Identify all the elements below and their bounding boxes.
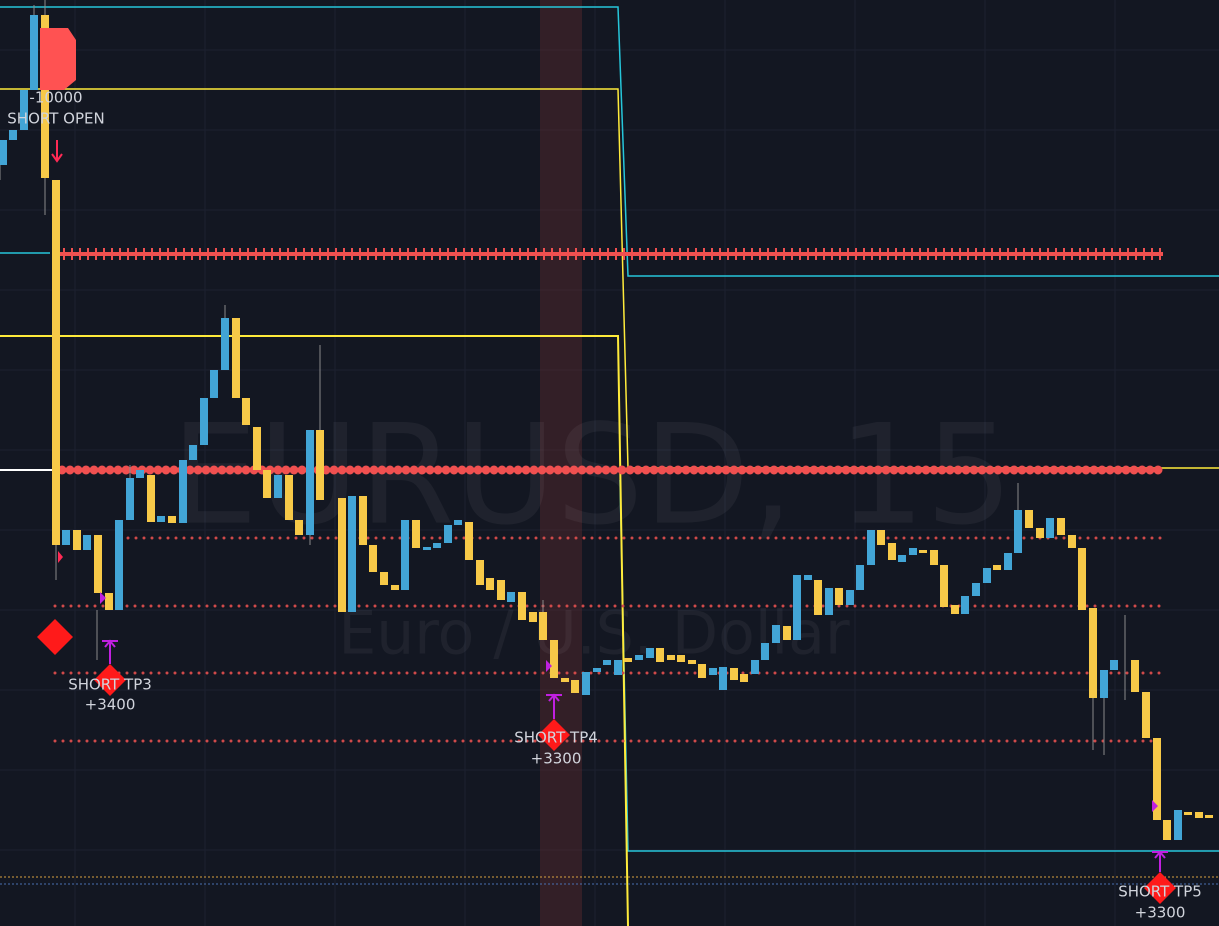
- yellow-band-lower: [0, 335, 629, 926]
- session-highlight: [540, 0, 582, 926]
- tp4-amount: +3300: [531, 750, 582, 768]
- tp-arrows: [102, 639, 1168, 872]
- marker-triangle: [58, 551, 63, 563]
- short-arrow: [51, 140, 63, 163]
- short-open-flag: [40, 28, 76, 90]
- cyan-band-upper: [0, 6, 1219, 277]
- tp5-amount: +3300: [1135, 904, 1186, 922]
- open-amount: -10000: [29, 89, 82, 107]
- tp5-label: SHORT TP5: [1118, 883, 1202, 901]
- tp4-label: SHORT TP4: [514, 729, 598, 747]
- tp3-amount: +3400: [85, 696, 136, 714]
- signal-diamond: [37, 619, 73, 655]
- tp3-label: SHORT TP3: [68, 676, 152, 694]
- open-label: SHORT OPEN: [7, 110, 104, 128]
